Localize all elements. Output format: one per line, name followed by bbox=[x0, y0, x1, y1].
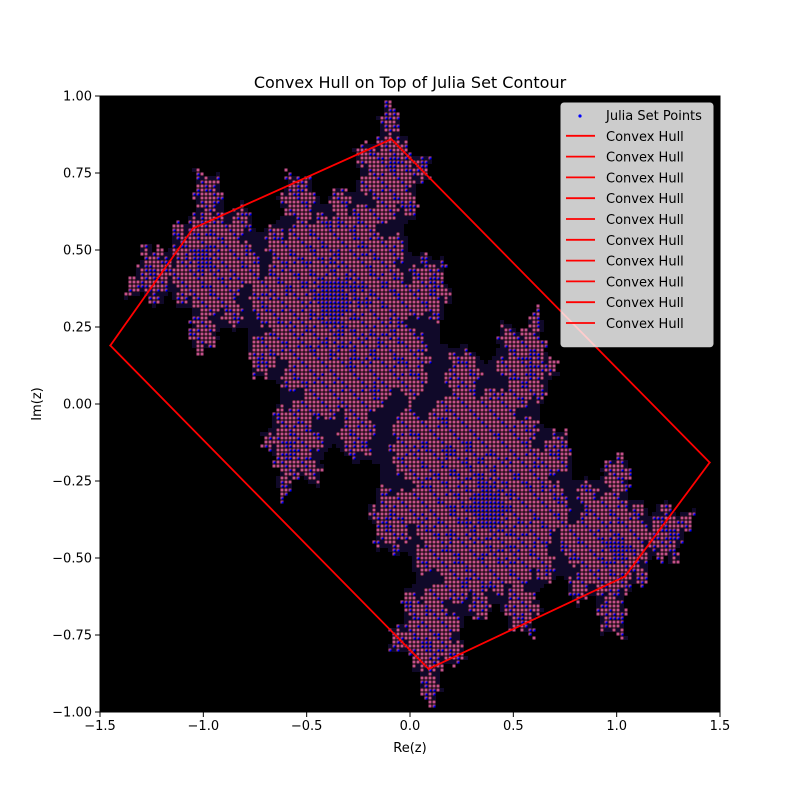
legend-label: Convex Hull bbox=[606, 296, 684, 311]
legend-label: Convex Hull bbox=[606, 151, 684, 166]
legend: Julia Set Points Convex Hull Convex Hull Co… bbox=[560, 102, 714, 348]
legend-label: Convex Hull bbox=[606, 130, 684, 145]
convex-hull-edge bbox=[623, 461, 711, 578]
convex-hull-edge bbox=[109, 344, 430, 671]
convex-hull-edge bbox=[390, 137, 711, 464]
legend-label: Julia Set Points bbox=[605, 109, 702, 124]
legend-box bbox=[560, 102, 714, 348]
y-tick-label: −1.00 bbox=[52, 706, 92, 721]
legend-label: Convex Hull bbox=[606, 234, 684, 249]
x-tick-label: 0.0 bbox=[400, 719, 421, 734]
julia-glow bbox=[124, 108, 696, 700]
y-axis-label: Im(z) bbox=[30, 387, 45, 420]
y-tick-label: 0.25 bbox=[63, 321, 92, 336]
y-tick-label: −0.50 bbox=[52, 552, 92, 567]
legend-label: Convex Hull bbox=[606, 213, 684, 228]
x-tick-label: −0.5 bbox=[291, 719, 323, 734]
y-axis-ticks: −1.00 −0.75 −0.50 −0.25 0.00 0.25 0.50 0.75 1.00 bbox=[52, 90, 100, 721]
y-tick-label: −0.25 bbox=[52, 475, 92, 490]
y-tick-label: −0.75 bbox=[52, 629, 92, 644]
convex-hull-edge bbox=[427, 575, 627, 671]
x-axis-ticks: −1.5 −1.0 −0.5 0.0 0.5 1.0 1.5 bbox=[84, 712, 730, 734]
convex-hull-layer bbox=[109, 137, 711, 671]
legend-label: Convex Hull bbox=[606, 317, 684, 332]
legend-label: Convex Hull bbox=[606, 255, 684, 270]
convex-hull-edge bbox=[109, 227, 195, 347]
y-tick-label: 0.75 bbox=[63, 167, 92, 182]
legend-label: Convex Hull bbox=[606, 192, 684, 207]
legend-label: Convex Hull bbox=[606, 275, 684, 290]
x-tick-label: −1.0 bbox=[188, 719, 220, 734]
chart-title: Convex Hull on Top of Julia Set Contour bbox=[254, 73, 567, 92]
legend-label: Convex Hull bbox=[606, 171, 684, 186]
convex-hull-edge bbox=[191, 137, 393, 230]
y-tick-label: 1.00 bbox=[63, 90, 92, 105]
y-tick-label: 0.50 bbox=[63, 244, 92, 259]
julia-glow-layer bbox=[124, 108, 696, 700]
x-tick-label: −1.5 bbox=[84, 719, 116, 734]
x-tick-label: 0.5 bbox=[503, 719, 524, 734]
x-tick-label: 1.0 bbox=[606, 719, 627, 734]
x-axis-label: Re(z) bbox=[393, 741, 426, 756]
x-tick-label: 1.5 bbox=[710, 719, 731, 734]
y-tick-label: 0.00 bbox=[63, 398, 92, 413]
legend-marker-points bbox=[578, 114, 582, 118]
